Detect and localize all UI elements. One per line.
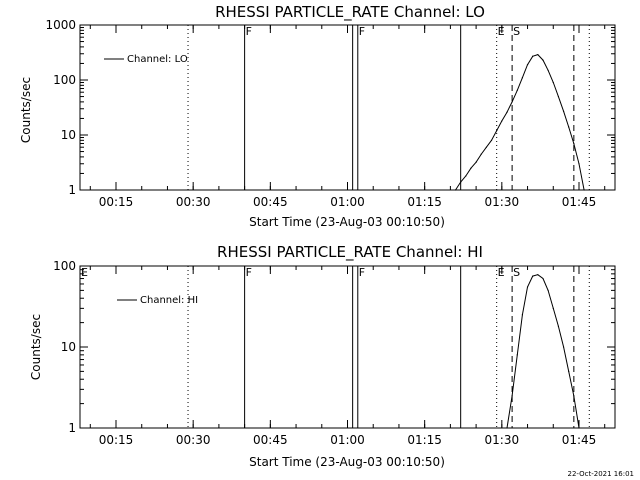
y-tick-label: 1 — [68, 183, 76, 197]
legend-label: Channel: HI — [140, 295, 198, 306]
data-point — [562, 346, 565, 348]
data-point — [506, 111, 508, 113]
data-point — [501, 120, 503, 122]
data-point — [506, 427, 508, 429]
data-point — [511, 101, 513, 103]
data-point — [521, 77, 524, 79]
x-tick-label: 01:30 — [485, 433, 520, 447]
x-tick-label: 01:45 — [562, 195, 597, 209]
event-marker-label: F — [359, 266, 365, 279]
event-marker-label: E — [498, 25, 505, 38]
x-axis-label: Start Time (23-Aug-03 00:10:50) — [249, 215, 445, 229]
x-tick-label: 01:00 — [330, 433, 365, 447]
data-point — [470, 167, 472, 169]
data-point — [562, 110, 565, 112]
data-point — [573, 395, 575, 397]
data-point — [490, 139, 493, 141]
y-tick-label: 10 — [61, 128, 76, 142]
y-axis-label: Counts/sec — [29, 314, 43, 380]
x-tick-label: 00:30 — [176, 433, 211, 447]
data-point — [454, 189, 457, 191]
chart-title: RHESSI PARTICLE_RATE Channel: LO — [215, 3, 485, 22]
y-tick-label: 100 — [53, 73, 76, 87]
y-tick-label: 10 — [61, 340, 76, 354]
data-point — [568, 370, 570, 372]
data-point — [532, 55, 534, 57]
x-tick-label: 01:15 — [407, 433, 442, 447]
x-tick-label: 00:30 — [176, 195, 211, 209]
plot-frame — [79, 24, 616, 191]
x-tick-label: 01:45 — [562, 433, 597, 447]
data-point — [475, 161, 477, 163]
data-point — [583, 189, 585, 191]
event-marker-label: E — [81, 266, 88, 279]
data-point — [532, 275, 534, 277]
event-marker-label: F — [246, 266, 252, 279]
data-point — [552, 81, 554, 84]
data-point — [578, 163, 580, 165]
event-marker-label: E — [498, 266, 505, 279]
data-point — [547, 69, 549, 71]
chart-title: RHESSI PARTICLE_RATE Channel: HI — [217, 243, 483, 262]
x-tick-label: 01:15 — [407, 195, 442, 209]
event-marker-label: F — [246, 25, 252, 38]
data-point — [542, 277, 544, 280]
data-point — [557, 95, 560, 98]
data-point — [516, 89, 518, 91]
data-point — [485, 146, 487, 148]
series-line — [455, 54, 585, 191]
data-point — [526, 286, 529, 288]
data-point — [557, 325, 560, 327]
y-tick-label: 1000 — [45, 18, 76, 32]
legend-label: Channel: LO — [127, 54, 188, 65]
x-tick-label: 00:45 — [253, 433, 288, 447]
data-point — [521, 314, 524, 316]
data-point — [552, 307, 554, 309]
data-point — [465, 175, 467, 177]
series-line — [506, 274, 580, 429]
event-marker-label: S — [513, 266, 520, 279]
x-tick-label: 01:00 — [330, 195, 365, 209]
data-point — [537, 53, 539, 56]
x-tick-label: 00:45 — [253, 195, 288, 209]
y-axis-label: Counts/sec — [19, 77, 33, 143]
x-tick-label: 01:30 — [485, 195, 520, 209]
data-point — [542, 59, 544, 61]
data-point — [573, 142, 575, 145]
plot-frame — [79, 265, 616, 429]
event-marker-label: S — [513, 25, 520, 38]
data-point — [480, 153, 482, 155]
event-marker-label: F — [359, 25, 365, 38]
panel-lo: RHESSI PARTICLE_RATE Channel: LO Counts/… — [19, 3, 616, 229]
panel-hi: RHESSI PARTICLE_RATE Channel: HI Counts/… — [29, 243, 616, 469]
x-axis-label: Start Time (23-Aug-03 00:10:50) — [249, 455, 445, 469]
x-tick-label: 00:15 — [99, 195, 134, 209]
data-point — [547, 289, 549, 291]
timestamp-footer: 22-Oct-2021 16:01 — [568, 470, 634, 478]
data-point — [568, 126, 570, 128]
y-tick-label: 100 — [53, 259, 76, 273]
data-point — [526, 64, 529, 66]
data-point — [496, 130, 498, 132]
data-point — [578, 427, 580, 429]
data-point — [511, 395, 513, 397]
y-tick-label: 1 — [68, 421, 76, 435]
data-point — [537, 274, 539, 276]
data-point — [516, 354, 518, 356]
data-point — [460, 181, 462, 183]
x-tick-label: 00:15 — [99, 433, 134, 447]
